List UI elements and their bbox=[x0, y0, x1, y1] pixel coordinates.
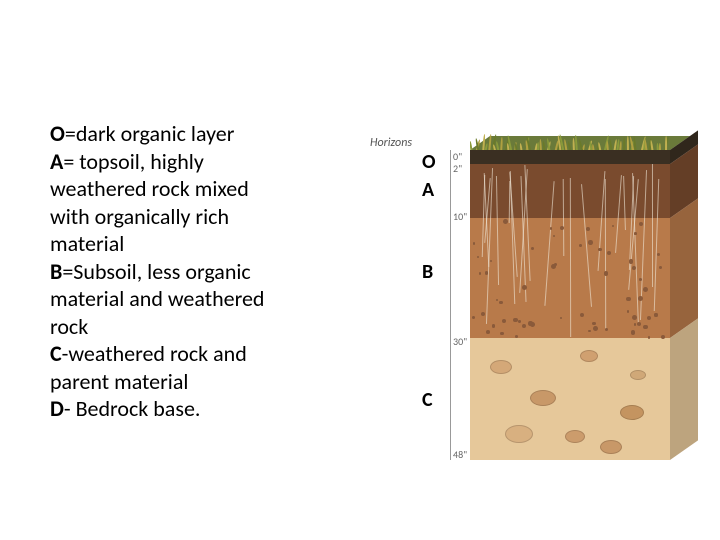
text-line: weathered rock mixed bbox=[50, 175, 340, 203]
text-line: material and weathered bbox=[50, 285, 340, 313]
depth-tick: 48" bbox=[453, 448, 467, 461]
horizon-letter-A: A bbox=[422, 178, 434, 202]
pebble-icon bbox=[490, 360, 512, 374]
slide-content: O=dark organic layerA= topsoil, highlywe… bbox=[0, 0, 720, 510]
text-line: A= topsoil, highly bbox=[50, 148, 340, 176]
depth-axis bbox=[450, 150, 451, 460]
pebble-icon bbox=[600, 440, 622, 454]
horizon-letter-C: C bbox=[422, 388, 433, 412]
text-line: material bbox=[50, 230, 340, 258]
depth-tick: 30" bbox=[453, 335, 467, 348]
pebble-icon bbox=[565, 430, 585, 443]
layer-O bbox=[470, 150, 670, 164]
text-line: with organically rich bbox=[50, 203, 340, 231]
soil-block bbox=[470, 150, 670, 460]
text-line: O=dark organic layer bbox=[50, 120, 340, 148]
horizons-heading: Horizons bbox=[370, 136, 412, 150]
pebble-icon bbox=[530, 390, 556, 406]
pebble-icon bbox=[580, 350, 598, 362]
text-line: D- Bedrock base. bbox=[50, 395, 340, 423]
depth-tick: 2" bbox=[453, 162, 462, 175]
horizon-letter-O: O bbox=[422, 150, 436, 174]
text-line: B=Subsoil, less organic bbox=[50, 258, 340, 286]
description-text: O=dark organic layerA= topsoil, highlywe… bbox=[50, 120, 340, 480]
pebble-icon bbox=[620, 405, 644, 420]
depth-tick: 10" bbox=[453, 210, 467, 223]
text-line: C-weathered rock and bbox=[50, 340, 340, 368]
horizon-letter-B: B bbox=[422, 260, 433, 284]
soil-profile-diagram: Horizons 0"2"10"30"48" OABC bbox=[360, 120, 690, 480]
pebble-icon bbox=[630, 370, 646, 380]
text-line: parent material bbox=[50, 368, 340, 396]
pebble-icon bbox=[505, 425, 533, 443]
text-line: rock bbox=[50, 313, 340, 341]
